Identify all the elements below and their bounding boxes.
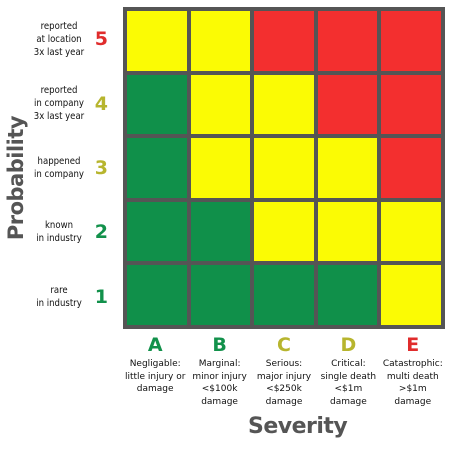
probability-row-3: happened in company 3 xyxy=(28,136,108,200)
probability-code: 3 xyxy=(94,156,108,179)
risk-cell-5E xyxy=(381,11,441,71)
severity-description: Negligable: little injury or damage xyxy=(124,359,186,394)
severity-code: B xyxy=(212,334,227,356)
probability-code: 2 xyxy=(94,221,108,244)
risk-cell-2D xyxy=(317,201,378,262)
risk-cell-1B xyxy=(190,265,251,325)
severity-column-D: D Critical: single death <$1m damage xyxy=(315,334,381,408)
severity-column-C: C Serious: major injury <$250k damage xyxy=(251,334,317,408)
risk-cell-2A xyxy=(127,201,187,262)
severity-column-A: A Negligable: little injury or damage xyxy=(122,334,188,396)
probability-description: known in industry xyxy=(36,220,82,245)
risk-cell-2E xyxy=(381,201,441,262)
probability-description: reported in company 3x last year xyxy=(33,85,85,123)
risk-cell-4D xyxy=(317,74,378,135)
probability-row-1: rare in industry 1 xyxy=(28,265,108,329)
risk-cell-3E xyxy=(381,138,441,198)
risk-cell-4B xyxy=(190,74,251,135)
severity-code: E xyxy=(406,334,420,356)
risk-cell-4C xyxy=(254,74,314,135)
probability-code: 4 xyxy=(94,92,108,115)
severity-axis-title: Severity xyxy=(248,414,348,439)
risk-cell-3B xyxy=(190,138,251,198)
probability-description: happened in company xyxy=(34,155,84,180)
probability-code: 5 xyxy=(94,28,108,51)
risk-cell-3D xyxy=(317,138,378,198)
probability-axis-title: Probability xyxy=(4,115,28,241)
risk-cell-5C xyxy=(254,11,314,71)
probability-row-2: known in industry 2 xyxy=(28,200,108,264)
risk-cell-3A xyxy=(127,138,187,198)
probability-description: reported at location 3x last year xyxy=(33,20,85,58)
probability-description: rare in industry xyxy=(36,284,82,309)
risk-cell-1E xyxy=(381,265,441,325)
probability-row-4: reported in company 3x last year 4 xyxy=(28,71,108,135)
risk-cell-4E xyxy=(381,74,441,135)
risk-cell-2B xyxy=(190,201,251,262)
risk-cell-5B xyxy=(190,11,251,71)
severity-description: Marginal: minor injury <$100k damage xyxy=(192,359,247,407)
severity-code: A xyxy=(147,334,163,356)
severity-column-E: E Catastrophic: multi death >$1m damage xyxy=(380,334,446,408)
severity-description: Critical: single death <$1m damage xyxy=(320,359,377,407)
risk-cell-4A xyxy=(127,74,187,135)
risk-cell-1C xyxy=(254,265,314,325)
severity-code: D xyxy=(340,334,357,356)
risk-cell-3C xyxy=(254,138,314,198)
probability-row-5: reported at location 3x last year 5 xyxy=(28,7,108,71)
risk-cell-5A xyxy=(127,11,187,71)
risk-grid xyxy=(123,7,445,329)
risk-cell-1D xyxy=(317,265,378,325)
severity-description: Serious: major injury <$250k damage xyxy=(256,359,312,407)
severity-description: Catastrophic: multi death >$1m damage xyxy=(382,359,443,407)
risk-cell-1A xyxy=(127,265,187,325)
probability-code: 1 xyxy=(94,285,108,308)
risk-cell-2C xyxy=(254,201,314,262)
severity-code: C xyxy=(277,334,291,356)
severity-column-B: B Marginal: minor injury <$100k damage xyxy=(187,334,253,408)
risk-cell-5D xyxy=(317,11,378,71)
